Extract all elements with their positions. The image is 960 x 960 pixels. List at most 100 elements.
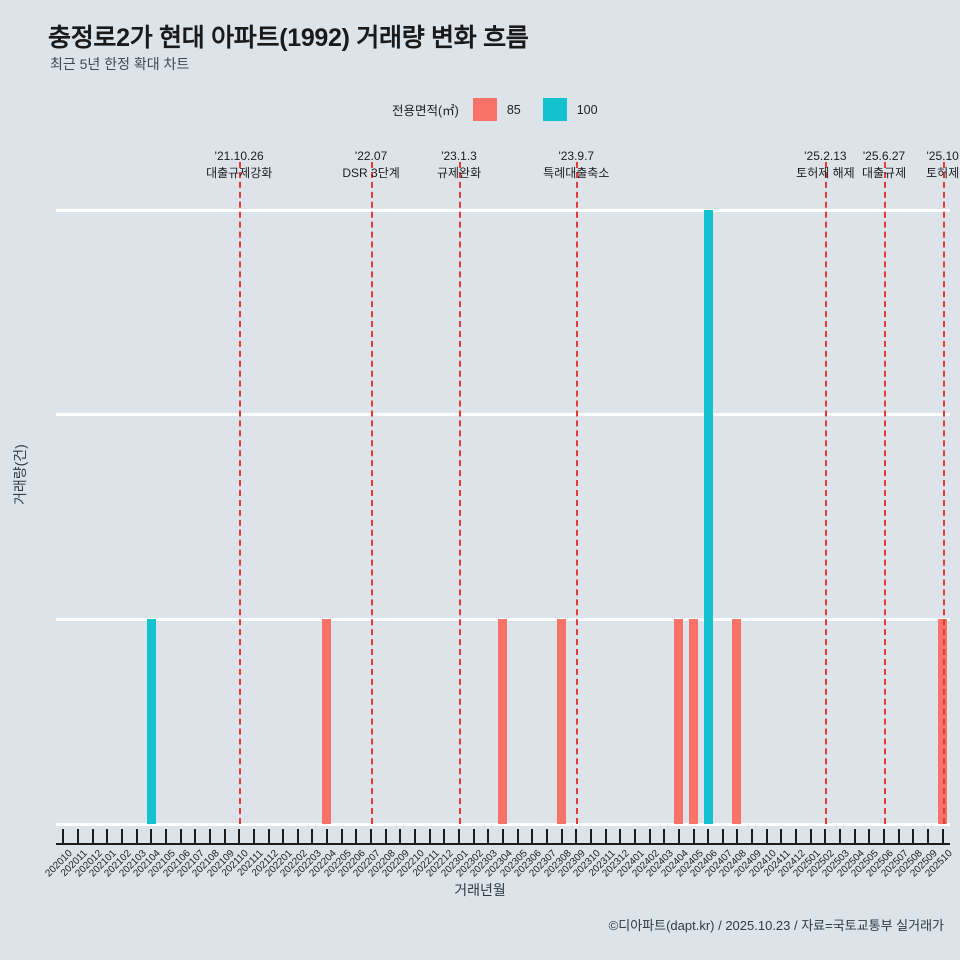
event-annotation-5: '25.6.27 대출규제 — [862, 148, 906, 182]
x-tick-202302 — [472, 829, 475, 843]
x-tick-202503 — [839, 829, 842, 843]
x-tick-202110 — [238, 829, 241, 843]
event-date-1: '22.07 — [354, 149, 388, 163]
x-tick-202207 — [370, 829, 373, 843]
x-tick-202203 — [311, 829, 314, 843]
x-tick-202011 — [76, 829, 79, 843]
gridline-0 — [56, 822, 950, 826]
event-line-4 — [825, 162, 828, 824]
x-tick-202208 — [384, 829, 387, 843]
x-tick-202309 — [575, 829, 578, 843]
legend-swatch-85 — [472, 98, 497, 121]
x-tick-202109 — [223, 829, 226, 843]
x-tick-202305 — [516, 829, 519, 843]
page-subtitle: 최근 5년 한정 확대 차트 — [50, 56, 190, 72]
bar-202304-85 — [498, 619, 507, 824]
bar-202104-100 — [147, 619, 157, 824]
event-annotation-1: '22.07 DSR 3단계 — [342, 148, 399, 182]
x-tick-202306 — [531, 829, 534, 843]
x-tick-202202 — [296, 829, 299, 843]
event-line-6 — [942, 162, 945, 824]
legend-swatch-100 — [542, 98, 567, 121]
x-tick-202212 — [443, 829, 446, 843]
event-annotation-3: '23.9.7 특례대출축소 — [543, 148, 609, 182]
x-axis-line — [56, 843, 950, 845]
x-tick-202403 — [663, 829, 666, 843]
event-label-4: 토허제 해제 — [796, 166, 855, 180]
x-tick-202103 — [135, 829, 138, 843]
event-date-5: '25.6.27 — [862, 149, 906, 163]
x-tick-202104 — [150, 829, 153, 843]
x-tick-202308 — [560, 829, 563, 843]
x-tick-202204 — [326, 829, 329, 843]
bar-202308-85 — [556, 619, 566, 824]
x-tick-202506 — [883, 829, 886, 843]
x-tick-202209 — [399, 829, 402, 843]
x-tick-202206 — [355, 829, 358, 843]
x-tick-202510 — [941, 829, 944, 843]
x-tick-202405 — [692, 829, 695, 843]
gridline-2 — [56, 413, 950, 417]
x-tick-202508 — [912, 829, 915, 843]
x-tick-202108 — [208, 829, 211, 843]
bar-202406-100 — [704, 210, 714, 824]
x-tick-202102 — [120, 829, 123, 843]
event-date-4: '25.2.13 — [804, 149, 847, 163]
event-date-0: '21.10.26 — [214, 149, 264, 163]
x-tick-202509 — [927, 829, 930, 843]
x-tick-202101 — [106, 829, 109, 843]
bar-202404-85 — [673, 619, 683, 824]
event-annotation-4: '25.2.13 토허제 해제 — [796, 148, 855, 182]
x-tick-202411 — [780, 829, 783, 843]
footer-credit: ©디아파트(dapt.kr) / 2025.10.23 / 자료=국토교통부 실… — [608, 918, 944, 933]
event-line-5 — [884, 162, 887, 824]
bar-202204-85 — [322, 619, 332, 824]
x-tick-202210 — [414, 829, 417, 843]
x-tick-202410 — [765, 829, 768, 843]
x-tick-202412 — [795, 829, 798, 843]
event-label-6: 토허제 — [926, 166, 960, 180]
event-date-2: '23.1.3 — [441, 149, 477, 163]
x-tick-202107 — [194, 829, 197, 843]
event-label-1: DSR 3단계 — [342, 166, 400, 180]
x-tick-202406 — [707, 829, 710, 843]
x-tick-202307 — [545, 829, 548, 843]
x-tick-202404 — [677, 829, 680, 843]
event-annotation-0: '21.10.26 대출규제강화 — [206, 148, 272, 182]
x-tick-202112 — [267, 829, 270, 843]
gridline-3 — [56, 208, 950, 212]
x-tick-202312 — [619, 829, 622, 843]
x-tick-202505 — [868, 829, 871, 843]
x-tick-202205 — [340, 829, 343, 843]
x-tick-202201 — [282, 829, 285, 843]
x-tick-202409 — [751, 829, 754, 843]
event-annotation-6: '25.10 토허제 — [926, 148, 959, 182]
legend-label-100: 100 — [576, 102, 598, 117]
event-date-6: '25.10 — [926, 149, 959, 163]
event-annotation-2: '23.1.3 규제완화 — [437, 148, 481, 182]
bar-202405-85 — [688, 619, 698, 824]
event-label-3: 특례대출축소 — [543, 166, 610, 180]
bar-202408-85 — [732, 619, 742, 824]
legend: 전용면적(㎡) 85 100 — [392, 98, 598, 121]
x-tick-202507 — [897, 829, 900, 843]
x-tick-202401 — [633, 829, 636, 843]
event-line-0 — [239, 162, 242, 824]
x-tick-202407 — [721, 829, 724, 843]
x-tick-202211 — [428, 829, 431, 843]
gridline-1 — [56, 617, 950, 621]
event-line-1 — [371, 162, 374, 824]
x-tick-202408 — [736, 829, 739, 843]
x-tick-202111 — [252, 829, 255, 843]
x-tick-202504 — [853, 829, 856, 843]
event-line-3 — [576, 162, 579, 824]
x-tick-202502 — [824, 829, 827, 843]
x-tick-202311 — [604, 829, 607, 843]
x-tick-202303 — [487, 829, 490, 843]
legend-title: 전용면적(㎡) — [392, 104, 459, 118]
event-date-3: '23.9.7 — [558, 149, 595, 163]
event-label-5: 대출규제 — [861, 166, 907, 180]
x-tick-202106 — [179, 829, 182, 843]
